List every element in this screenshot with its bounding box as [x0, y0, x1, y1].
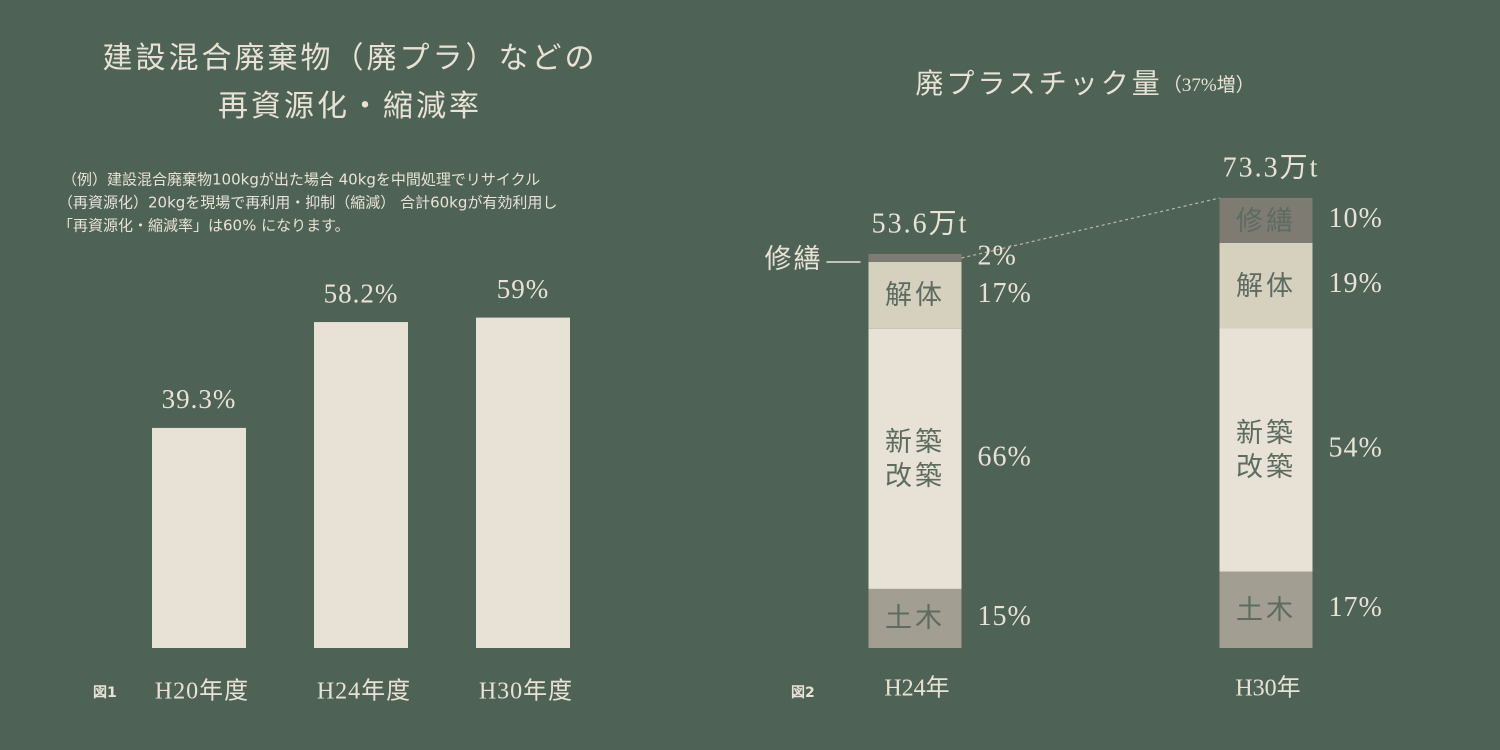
bar-segment: [868, 588, 962, 648]
bar: [152, 427, 246, 648]
value-label: 15%: [978, 601, 1032, 632]
segment-label-box: 新築 改築: [1236, 418, 1296, 482]
segment-label-box: 土木: [1236, 594, 1296, 625]
x-tick-label: H30年度: [479, 678, 573, 705]
chart-title-box: 建設混合廃棄物（廃プラ）などの 再資源化・縮減率: [102, 42, 598, 123]
chart-subtitle: （37%増）: [1163, 74, 1255, 96]
segment-label: 新築 改築: [1236, 418, 1296, 482]
segment-label: 新築 改築: [885, 426, 945, 491]
bar-segment: [1219, 328, 1313, 572]
bar-segment: [1219, 243, 1313, 329]
value-label: 19%: [1329, 268, 1383, 299]
value-label: 17%: [978, 278, 1032, 309]
x-tick-label: H20年度: [155, 678, 249, 705]
segment-label: 修繕: [765, 244, 823, 274]
total-label: 53.6万t: [872, 208, 969, 239]
segment-label: 解体: [885, 280, 945, 311]
bar: [476, 317, 570, 648]
value-label: 2%: [978, 240, 1017, 271]
bar-segment: [868, 254, 962, 262]
bar-segment: [868, 328, 962, 589]
value-label: 54%: [1329, 432, 1383, 463]
bar-segment: [1219, 571, 1313, 648]
chart-title: 廃プラスチック量（37%増）: [915, 68, 1254, 100]
value-label: 17%: [1329, 592, 1383, 623]
chart-title: 建設混合廃棄物（廃プラ）などの 再資源化・縮減率: [102, 42, 598, 123]
segment-label-box: 修繕: [1236, 205, 1296, 236]
figure-label: 図1: [93, 685, 117, 701]
x-tick-label: H24年度: [317, 678, 411, 705]
segment-label: 修繕: [1236, 205, 1296, 236]
segment-label-box: 解体: [1236, 270, 1296, 301]
figure-label: 図2: [791, 685, 815, 701]
segment-label-box: 土木: [885, 603, 945, 634]
value-label: 58.2%: [324, 278, 399, 308]
chart-title: 廃プラスチック量: [915, 68, 1162, 100]
stacked-bar: [868, 254, 962, 648]
value-label: 39.3%: [162, 384, 237, 414]
value-label: 59%: [497, 274, 550, 304]
segment-label: 土木: [885, 603, 945, 634]
stacked-bar: [1219, 198, 1313, 648]
x-tick-label: H24年: [884, 675, 949, 702]
value-label: 10%: [1329, 203, 1383, 234]
bar: [314, 322, 408, 648]
note-line: 「再資源化・縮減率」は60% になります。: [58, 217, 350, 235]
bar-segment: [1219, 198, 1313, 243]
total-label: 73.3万t: [1223, 152, 1320, 183]
value-label: 66%: [978, 441, 1032, 472]
connector-line: [961, 197, 1220, 259]
segment-label: 土木: [1236, 594, 1296, 625]
segment-label-box: 新築 改築: [885, 426, 945, 491]
note-line: （再資源化）20kgを現場で再利用・抑制（縮減） 合計60kgが有効利用し: [58, 194, 557, 212]
note-line: （例）建設混合廃棄物100kgが出た場合 40kgを中間処理でリサイクル: [62, 171, 540, 189]
bar-segment: [868, 261, 962, 329]
segment-label-box: 解体: [885, 280, 945, 311]
segment-label: 解体: [1236, 270, 1296, 301]
x-tick-label: H30年: [1235, 675, 1300, 702]
